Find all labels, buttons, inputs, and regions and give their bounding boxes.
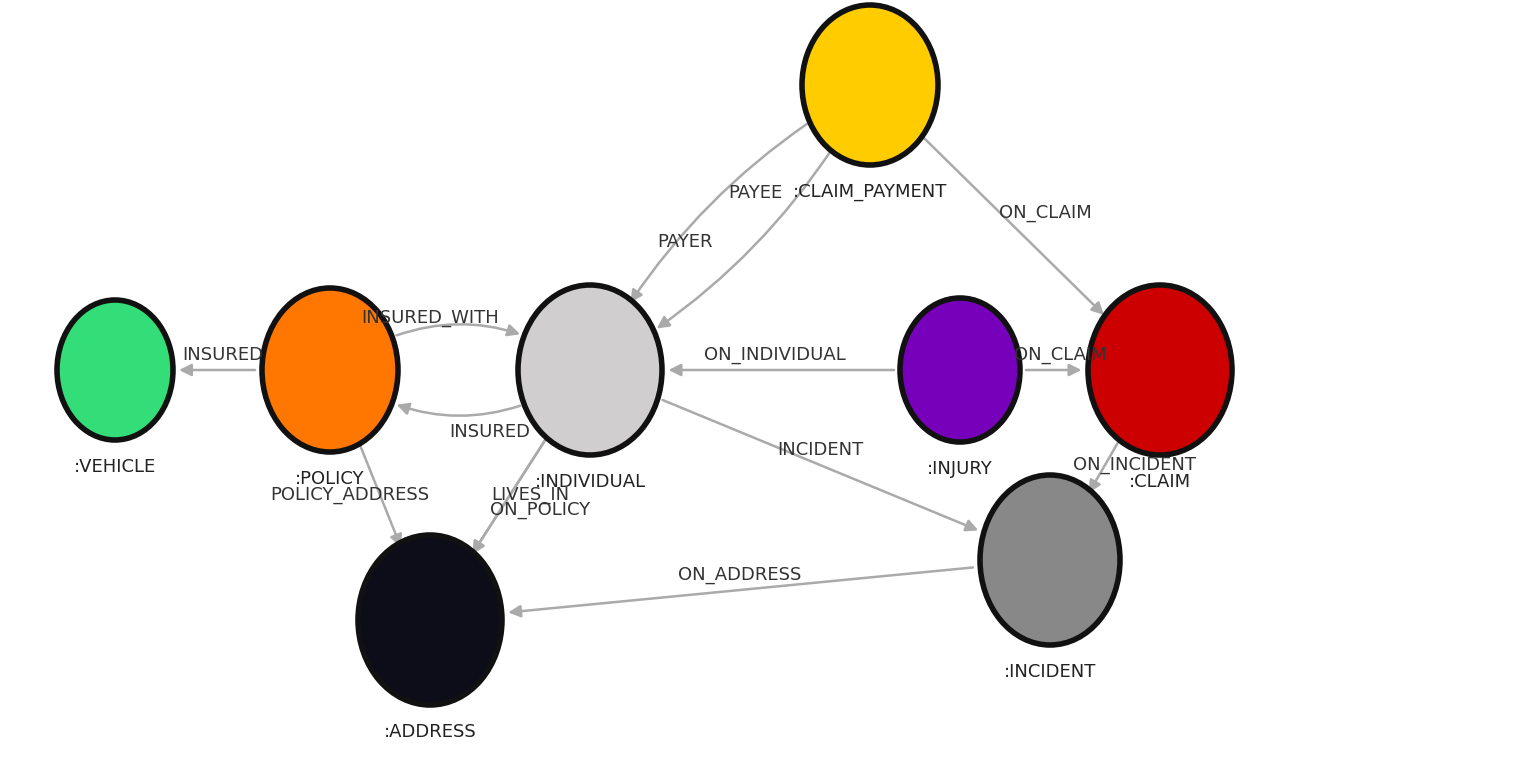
Text: PAYER: PAYER [657, 233, 713, 251]
Text: ON_ADDRESS: ON_ADDRESS [678, 566, 801, 584]
Text: :CLAIM: :CLAIM [1129, 473, 1191, 491]
Text: INSURED_WITH: INSURED_WITH [361, 309, 499, 327]
FancyArrowPatch shape [922, 137, 1101, 313]
Text: :POLICY: :POLICY [296, 470, 364, 488]
Text: :CLAIM_PAYMENT: :CLAIM_PAYMENT [793, 183, 947, 201]
Text: POLICY_ADDRESS: POLICY_ADDRESS [270, 486, 429, 504]
FancyArrowPatch shape [672, 365, 894, 375]
FancyArrowPatch shape [473, 436, 548, 551]
FancyArrowPatch shape [473, 436, 548, 551]
FancyArrowPatch shape [396, 325, 517, 335]
FancyArrowPatch shape [399, 404, 520, 416]
Text: :VEHICLE: :VEHICLE [74, 458, 156, 476]
Text: :INDIVIDUAL: :INDIVIDUAL [534, 473, 646, 491]
Text: ON_CLAIM: ON_CLAIM [1013, 346, 1106, 364]
Text: :ADDRESS: :ADDRESS [384, 723, 476, 741]
Text: :INCIDENT: :INCIDENT [1004, 663, 1097, 681]
FancyArrowPatch shape [358, 439, 400, 544]
Text: :INJURY: :INJURY [927, 460, 992, 478]
Text: INSURED: INSURED [182, 346, 262, 364]
FancyArrowPatch shape [511, 567, 972, 616]
Text: ON_POLICY: ON_POLICY [490, 501, 590, 519]
FancyArrowPatch shape [658, 149, 833, 327]
Ellipse shape [58, 300, 173, 440]
FancyArrowPatch shape [1091, 438, 1121, 490]
Text: ON_INCIDENT: ON_INCIDENT [1074, 456, 1197, 474]
Ellipse shape [900, 298, 1019, 442]
FancyArrowPatch shape [631, 124, 807, 300]
Text: INSURED: INSURED [449, 423, 531, 441]
Text: PAYEE: PAYEE [728, 183, 783, 202]
Text: LIVES_IN: LIVES_IN [492, 486, 569, 504]
Text: ON_INDIVIDUAL: ON_INDIVIDUAL [704, 346, 846, 364]
Text: INCIDENT: INCIDENT [777, 441, 863, 459]
FancyArrowPatch shape [663, 400, 975, 530]
Text: ON_CLAIM: ON_CLAIM [998, 204, 1091, 221]
FancyArrowPatch shape [182, 365, 255, 375]
Ellipse shape [802, 5, 938, 165]
Ellipse shape [358, 535, 502, 705]
FancyArrowPatch shape [1025, 365, 1079, 375]
Ellipse shape [1088, 285, 1232, 455]
Ellipse shape [980, 475, 1120, 645]
Ellipse shape [517, 285, 661, 455]
Ellipse shape [262, 288, 397, 452]
